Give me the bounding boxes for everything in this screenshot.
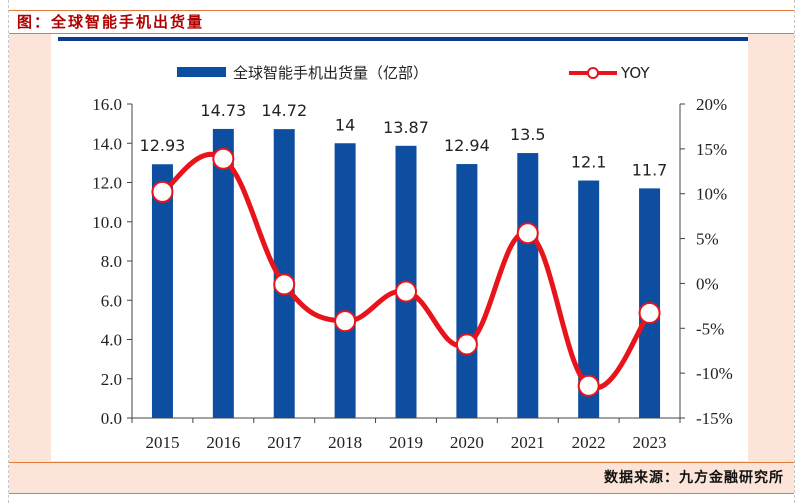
yoy-marker-2017 [273, 273, 296, 296]
right-tick-label: -15% [696, 409, 733, 428]
bar-labels: 12.93 14.73 14.72 14 13.87 12.94 13.5 12.1 11.7 [140, 101, 668, 179]
frame-border-right [794, 0, 795, 503]
bar-label-2017: 14.72 [261, 101, 307, 120]
x-tick-label: 2019 [389, 433, 423, 452]
footer-bar: 数据来源：九方金融研究所 [9, 462, 794, 494]
yoy-marker-2018 [334, 310, 357, 333]
left-tick-label: 6.0 [101, 291, 122, 310]
right-tick-label: 0% [696, 274, 719, 293]
bar-2015 [151, 164, 173, 418]
bar-label-2019: 13.87 [383, 118, 429, 137]
bar-label-2021: 13.5 [510, 125, 546, 144]
data-source: 数据来源：九方金融研究所 [604, 470, 784, 486]
legend-bar-label: 全球智能手机出货量（亿部） [233, 64, 428, 82]
bars [151, 128, 661, 418]
x-tick-label: 2021 [511, 433, 545, 452]
left-tick-label: 12.0 [92, 174, 122, 193]
bar-label-2015: 12.93 [140, 136, 186, 155]
left-tick-label: 8.0 [101, 252, 122, 271]
legend-line-label: YOY [620, 64, 650, 82]
legend-line-marker [587, 67, 599, 79]
bar-label-2016: 14.73 [200, 101, 246, 120]
right-tick-label: 15% [696, 140, 727, 159]
left-tick-label: 2.0 [101, 370, 122, 389]
x-tick-label: 2022 [572, 433, 606, 452]
x-labels: 2015 2016 2017 2018 2019 2020 2021 2022 2023 [145, 433, 666, 452]
top-rule [58, 37, 748, 41]
right-tick-label: 20% [696, 95, 727, 114]
right-tick-label: -10% [696, 364, 733, 383]
left-tick-label: 10.0 [92, 213, 122, 232]
title-bar: 图：全球智能手机出货量 [9, 10, 794, 34]
bar-label-2022: 12.1 [571, 153, 607, 172]
left-tick-labels: 0.0 2.0 4.0 6.0 8.0 10.0 12.0 14.0 16.0 [92, 95, 122, 428]
bar-2018 [334, 143, 356, 418]
x-tick-label: 2016 [206, 433, 240, 452]
frame-border-left [8, 0, 9, 503]
bar-2020 [456, 164, 478, 418]
right-tick-label: 10% [696, 185, 727, 204]
left-tick-label: 4.0 [101, 331, 122, 350]
x-tick-label: 2017 [267, 433, 302, 452]
x-tick-label: 2015 [145, 433, 179, 452]
right-tick-label: -5% [696, 319, 724, 338]
bar-2022 [578, 180, 600, 418]
bar-2016 [212, 128, 234, 418]
yoy-marker-2022 [577, 374, 600, 397]
x-tick-label: 2023 [633, 433, 667, 452]
bar-label-2020: 12.94 [444, 136, 490, 155]
x-tick-label: 2018 [328, 433, 362, 452]
left-tick-label: 14.0 [92, 134, 122, 153]
yoy-marker-2020 [455, 333, 478, 356]
bar-2021 [517, 153, 539, 418]
yoy-marker-2019 [395, 280, 417, 303]
yoy-marker-2021 [516, 222, 539, 245]
yoy-marker-2015 [151, 180, 174, 203]
right-tick-label: 5% [696, 230, 719, 249]
yoy-marker-2023 [638, 302, 661, 325]
figure-title: 图：全球智能手机出货量 [17, 13, 205, 31]
x-tick-label: 2020 [450, 433, 484, 452]
bar-label-2018: 14 [335, 115, 355, 134]
yoy-line-layer [151, 147, 661, 397]
legend-bar-swatch [177, 67, 226, 77]
legend: 全球智能手机出货量（亿部） YOY [177, 64, 650, 82]
yoy-line [159, 151, 653, 391]
yoy-marker-2016 [212, 147, 235, 170]
bar-label-2023: 11.7 [632, 160, 668, 179]
left-tick-label: 0.0 [101, 409, 122, 428]
right-tick-labels: -15% -10% -5% 0% 5% 10% 15% 20% [696, 95, 733, 428]
left-tick-label: 16.0 [92, 95, 122, 114]
